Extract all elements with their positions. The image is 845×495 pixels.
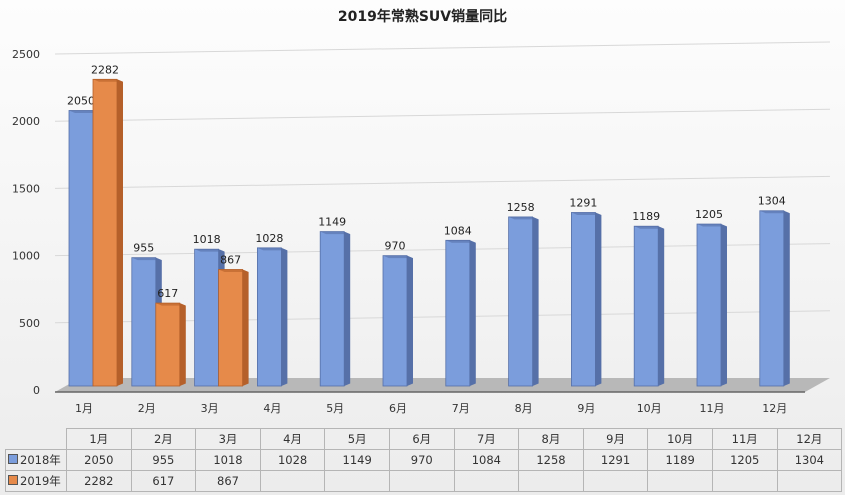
table-cell xyxy=(324,470,390,492)
table-header-cell: 10月 xyxy=(647,428,713,450)
bar xyxy=(218,269,249,387)
table-cell: 1304 xyxy=(776,449,843,471)
x-tick-label: 2月 xyxy=(138,402,156,415)
table-header-cell: 3月 xyxy=(195,428,261,450)
data-label: 1028 xyxy=(255,232,283,245)
table-cell xyxy=(518,470,584,492)
table-cell xyxy=(259,470,326,492)
y-tick-label: 1500 xyxy=(12,182,40,195)
x-tick-label: 11月 xyxy=(700,402,725,415)
table-cell: 955 xyxy=(130,449,197,471)
table-header-cell: 2月 xyxy=(130,428,197,450)
bar xyxy=(445,239,476,387)
table-header-cell: 12月 xyxy=(776,428,843,450)
bar xyxy=(92,78,123,387)
gridline xyxy=(54,175,831,189)
data-label: 1084 xyxy=(444,224,472,237)
x-tick-label: 3月 xyxy=(201,402,219,415)
table-cell: 1018 xyxy=(195,449,261,471)
bar xyxy=(508,216,539,387)
x-tick-label: 12月 xyxy=(762,402,787,415)
legend-swatch xyxy=(8,475,18,485)
bar xyxy=(382,255,413,387)
data-label: 1205 xyxy=(695,208,723,221)
x-tick-label: 6月 xyxy=(389,402,407,415)
gridline xyxy=(54,41,831,55)
x-tick-label: 1月 xyxy=(75,402,93,415)
chart-title: 2019年常熟SUV销量同比 xyxy=(337,9,508,25)
table-cell: 1149 xyxy=(324,449,390,471)
table-cell xyxy=(453,470,520,492)
data-label: 955 xyxy=(133,242,154,255)
data-label: 1304 xyxy=(758,195,786,208)
y-tick-label: 1000 xyxy=(12,250,40,263)
table-row: 2019年 2282 617 867 xyxy=(5,470,843,492)
data-table: 1月 2月 3月 4月 5月 6月 7月 8月 9月 10月 11月 12月 2018年 2050 955 1… xyxy=(5,428,843,492)
table-cell xyxy=(776,470,843,492)
data-label: 1258 xyxy=(507,201,535,214)
data-label: 2282 xyxy=(91,63,119,76)
y-tick-label: 0 xyxy=(33,384,40,397)
table-cell: 867 xyxy=(195,470,261,492)
table-header-cell: 4月 xyxy=(259,428,326,450)
bar xyxy=(696,223,727,387)
table-cell: 617 xyxy=(130,470,197,492)
data-label: 1291 xyxy=(569,196,597,209)
gridline xyxy=(54,108,831,122)
data-label: 867 xyxy=(220,253,241,266)
bar xyxy=(155,302,186,387)
table-cell: 1258 xyxy=(518,449,584,471)
table-cell: 1084 xyxy=(453,449,520,471)
table-header-cell: 1月 xyxy=(66,428,132,450)
x-tick-label: 5月 xyxy=(326,402,344,415)
y-tick-label: 2000 xyxy=(12,115,40,128)
table-cell: 1189 xyxy=(647,449,713,471)
table-cell: 1205 xyxy=(711,449,778,471)
y-tick-label: 500 xyxy=(19,317,40,330)
table-row: 2018年 2050 955 1018 1028 1149 970 1084 1258 1291 1… xyxy=(5,449,843,471)
bar xyxy=(633,225,665,387)
x-tick-label: 4月 xyxy=(263,402,281,415)
table-cell xyxy=(711,470,778,492)
table-cell: 1028 xyxy=(259,449,326,471)
bar xyxy=(319,231,351,387)
table-header-cell: 11月 xyxy=(711,428,778,450)
table-header-cell: 5月 xyxy=(324,428,390,450)
table-cell xyxy=(582,470,649,492)
y-tick-label: 2500 xyxy=(12,48,40,61)
table-header-cell: 9月 xyxy=(582,428,649,450)
legend-key: 2019年 xyxy=(5,470,67,492)
table-header-cell: 7月 xyxy=(453,428,520,450)
table-cell: 970 xyxy=(388,449,455,471)
bar xyxy=(759,210,790,387)
chart-area: 0 500 1000 1500 2000 2500 2050 2282 1月 955 617 2月 10… xyxy=(12,41,831,415)
data-label: 1189 xyxy=(632,210,660,223)
legend-key: 2018年 xyxy=(5,449,67,471)
table-cell xyxy=(388,470,455,492)
x-tick-label: 7月 xyxy=(452,402,470,415)
table-cell xyxy=(647,470,713,492)
x-tick-label: 9月 xyxy=(577,402,595,415)
bar xyxy=(571,212,602,387)
table-corner xyxy=(5,428,67,450)
x-tick-label: 10月 xyxy=(637,402,662,415)
legend-swatch xyxy=(8,454,18,464)
data-label: 1018 xyxy=(193,233,221,246)
data-label: 1149 xyxy=(318,216,346,229)
table-header-cell: 6月 xyxy=(388,428,455,450)
table-cell: 2050 xyxy=(66,449,132,471)
table-cell: 2282 xyxy=(66,470,132,492)
bar xyxy=(256,247,288,387)
table-cell: 1291 xyxy=(582,449,649,471)
data-label: 617 xyxy=(157,287,178,300)
table-header-cell: 8月 xyxy=(518,428,584,450)
data-label: 970 xyxy=(385,240,406,253)
x-tick-label: 8月 xyxy=(515,402,533,415)
data-label: 2050 xyxy=(67,94,95,107)
